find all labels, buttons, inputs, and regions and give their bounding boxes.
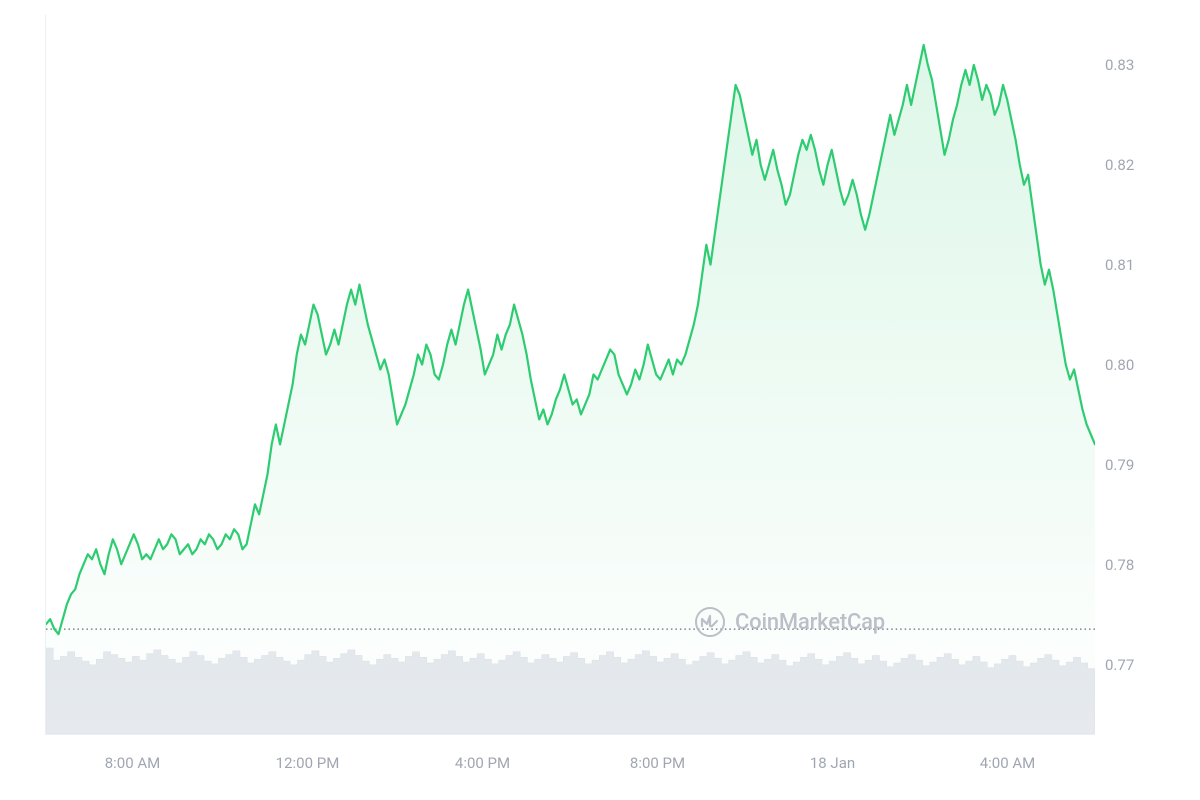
y-axis-tick-label: 0.82 — [1105, 156, 1145, 174]
watermark-text: CoinMarketCap — [735, 610, 885, 635]
y-axis-tick-label: 0.81 — [1105, 256, 1145, 274]
watermark: CoinMarketCap — [695, 607, 885, 637]
x-axis-tick-label: 4:00 PM — [455, 754, 510, 772]
y-axis-tick-label: 0.79 — [1105, 456, 1145, 474]
x-axis-tick-label: 8:00 AM — [105, 754, 161, 772]
chart-svg — [46, 15, 1095, 734]
y-axis-tick-label: 0.78 — [1105, 556, 1145, 574]
y-axis-tick-label: 0.77 — [1105, 656, 1145, 674]
price-chart: CoinMarketCap 0.77 0.78 0.79 0.80 0.81 0.82 0.… — [0, 0, 1200, 800]
x-axis-tick-label: 4:00 AM — [980, 754, 1036, 772]
y-axis-tick-label: 0.80 — [1105, 356, 1145, 374]
x-axis-tick-label: 8:00 PM — [630, 754, 685, 772]
coinmarketcap-logo-icon — [695, 607, 725, 637]
plot-area — [45, 15, 1095, 735]
x-axis-tick-label: 18 Jan — [810, 754, 855, 772]
y-axis-tick-label: 0.83 — [1105, 56, 1145, 74]
x-axis-tick-label: 12:00 PM — [276, 754, 340, 772]
